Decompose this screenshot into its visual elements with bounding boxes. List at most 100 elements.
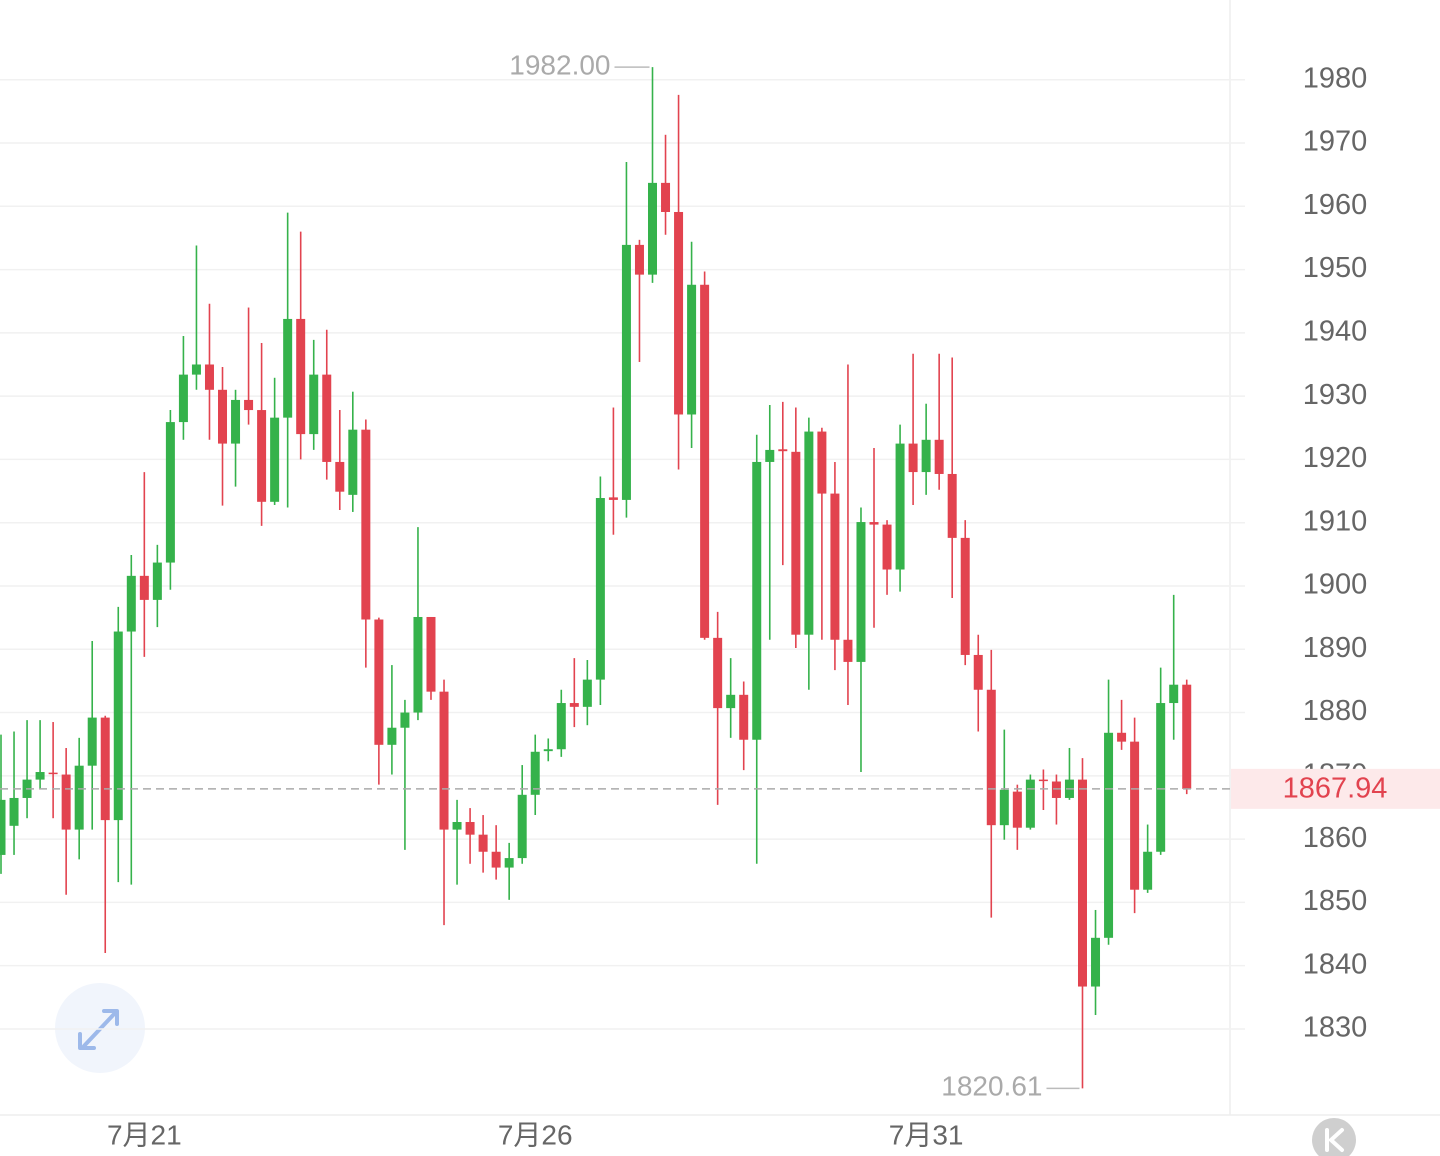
candle-body: [569, 703, 579, 707]
candle-body: [74, 765, 84, 830]
candle-body: [191, 364, 201, 375]
y-tick-label: 1860: [1303, 822, 1368, 854]
candle-body: [713, 637, 723, 709]
candle-body: [621, 244, 631, 500]
y-tick-label: 1830: [1303, 1012, 1368, 1044]
candle-body: [257, 410, 267, 502]
candle-body: [244, 399, 254, 411]
y-tick-label: 1880: [1303, 695, 1368, 727]
k-button[interactable]: [1312, 1118, 1356, 1156]
candle-body: [999, 789, 1009, 826]
candle-body: [374, 619, 384, 745]
candle-body: [674, 211, 684, 415]
candle-body: [139, 575, 149, 600]
candle-body: [687, 284, 697, 415]
candle-body: [231, 399, 241, 444]
candle-body: [856, 522, 866, 662]
min-label: 1820.61: [941, 1071, 1042, 1102]
candle-body: [882, 524, 892, 570]
candle-body: [661, 182, 671, 212]
candle-body: [895, 443, 905, 570]
x-tick-label: 7月21: [107, 1119, 182, 1150]
candle-body: [556, 703, 566, 750]
candle-body: [178, 374, 188, 423]
candle-body: [817, 431, 827, 494]
candle-body: [1025, 779, 1035, 828]
candle-body: [1156, 703, 1166, 852]
candle-body: [582, 679, 592, 707]
candle-body: [387, 727, 397, 745]
candle-body: [452, 822, 462, 830]
k-icon[interactable]: [1325, 1128, 1344, 1152]
y-tick-label: 1890: [1303, 632, 1368, 664]
candle-body: [752, 461, 762, 740]
candle-body: [35, 772, 45, 780]
candle-body: [739, 694, 749, 740]
y-tick-label: 1980: [1303, 62, 1368, 94]
candle-body: [517, 794, 527, 859]
candle-body: [1182, 684, 1192, 789]
candle-body: [804, 431, 814, 635]
candle-body: [1104, 732, 1114, 938]
x-tick-label: 7月31: [889, 1119, 964, 1150]
candle-body: [700, 284, 710, 638]
y-tick-label: 1900: [1303, 569, 1368, 601]
candle-body: [348, 429, 358, 495]
candle-body: [1091, 937, 1101, 987]
candle-body: [439, 691, 449, 830]
candle-body: [0, 799, 6, 855]
candle-body: [947, 473, 957, 538]
candle-body: [322, 374, 332, 462]
candle-body: [1012, 791, 1022, 828]
candle-body: [960, 537, 970, 655]
candle-body: [843, 639, 853, 662]
candle-body: [335, 461, 345, 492]
max-label: 1982.00: [509, 49, 610, 80]
candle-body: [726, 694, 736, 709]
last-price-bg: [1231, 768, 1440, 809]
candle-body: [270, 417, 280, 502]
candle-body: [413, 616, 423, 713]
candle-body: [791, 451, 801, 635]
y-tick-label: 1970: [1303, 126, 1368, 158]
candle-body: [595, 498, 605, 680]
candle-body: [152, 562, 162, 600]
candle-body: [204, 364, 214, 390]
candle-body: [400, 712, 410, 728]
candle-body: [934, 439, 944, 474]
candle-body: [778, 449, 788, 452]
expand-button[interactable]: [55, 983, 145, 1073]
candle-body: [830, 493, 840, 640]
candle-body: [634, 244, 644, 275]
candle-body: [491, 851, 501, 868]
candle-body: [530, 751, 540, 795]
y-tick-label: 1950: [1303, 252, 1368, 284]
candle-body: [921, 439, 931, 473]
candle-body: [608, 497, 618, 500]
y-tick-label: 1930: [1303, 379, 1368, 411]
candle-body: [504, 858, 514, 868]
candle-body: [309, 374, 319, 435]
candle-body: [1130, 741, 1140, 890]
candle-body: [426, 616, 436, 692]
candle-body: [648, 182, 657, 275]
candle-body: [1077, 779, 1087, 987]
candle-body: [1117, 732, 1127, 742]
candle-body: [296, 318, 306, 435]
y-tick-label: 1840: [1303, 948, 1368, 980]
candle-body: [61, 774, 71, 830]
x-tick-label: 7月26: [498, 1119, 573, 1150]
candle-body: [765, 449, 775, 462]
candle-body: [100, 717, 110, 821]
candle-body: [1051, 781, 1061, 798]
candle-body: [126, 575, 136, 632]
candle-body: [1038, 779, 1048, 782]
y-tick-label: 1920: [1303, 442, 1368, 474]
candle-body: [48, 772, 58, 775]
last-price-label: 1867.94: [1283, 773, 1388, 805]
candle-body: [973, 654, 983, 690]
candle-body: [87, 717, 97, 766]
y-tick-label: 1960: [1303, 189, 1368, 221]
y-tick-label: 1910: [1303, 505, 1368, 537]
